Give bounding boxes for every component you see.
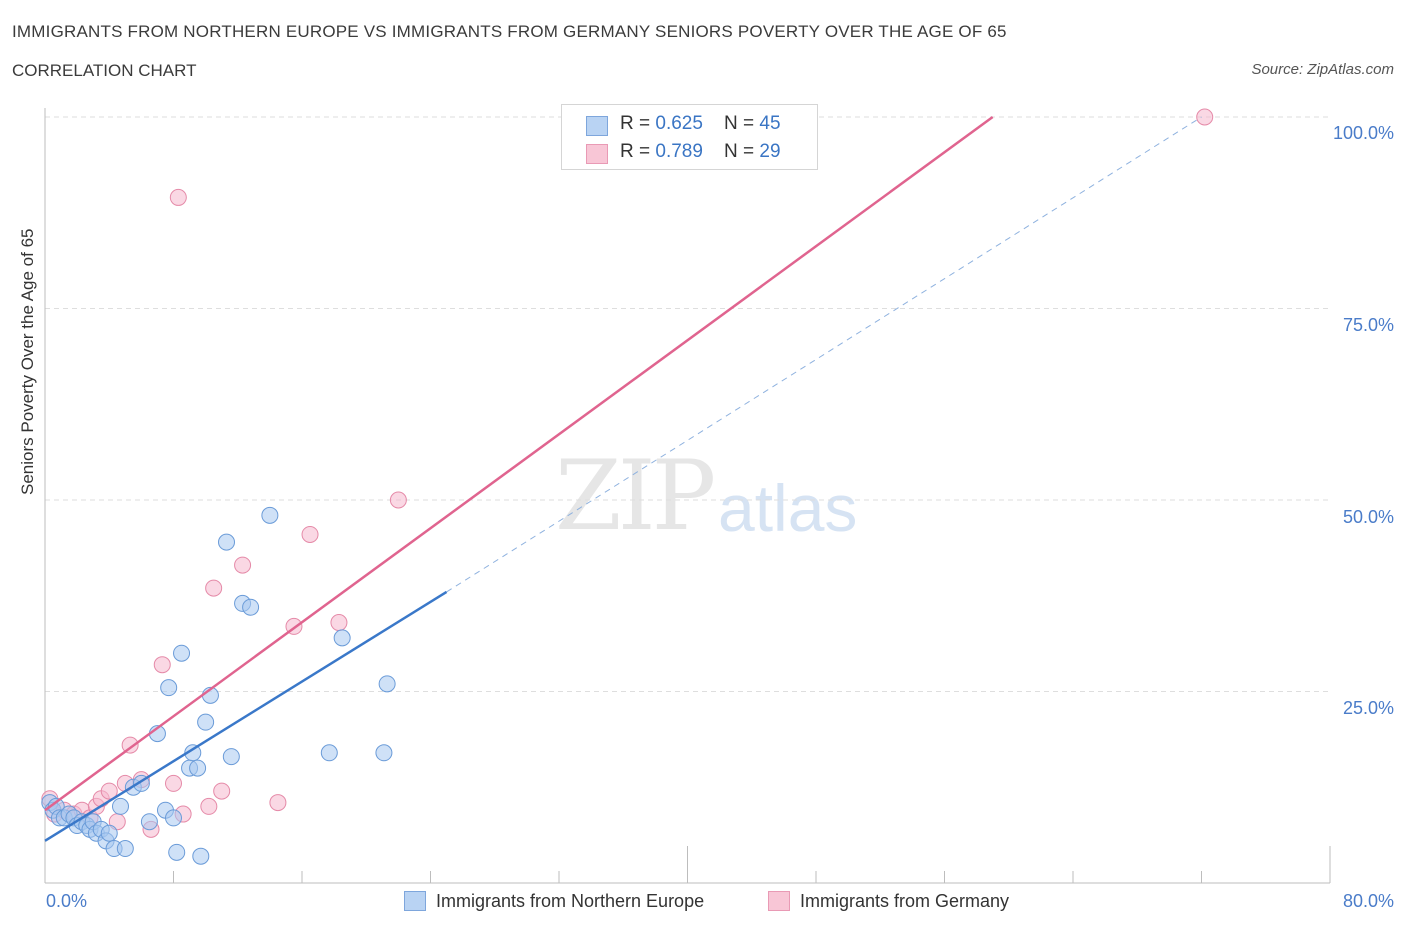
data-point-germany	[100, 782, 118, 800]
data-point-northern-europe	[140, 813, 158, 831]
legend-swatch-blue	[586, 116, 608, 136]
data-point-northern-europe	[333, 629, 351, 647]
data-point-germany	[213, 782, 231, 800]
data-point-northern-europe	[378, 675, 396, 693]
data-point-northern-europe	[111, 797, 129, 815]
data-point-germany	[200, 797, 218, 815]
chart-subtitle: CORRELATION CHART	[12, 61, 197, 80]
stats-legend: R = 0.625 N = 45 R = 0.789 N = 29	[561, 104, 818, 170]
legend-label: Immigrants from Germany	[800, 891, 1010, 911]
source-label: Source: ZipAtlas.com	[1251, 61, 1394, 78]
legend-swatch-blue	[404, 891, 426, 911]
x-tick-0: 0.0%	[46, 891, 88, 911]
data-point-northern-europe	[100, 824, 118, 842]
y-tick-75: 75.0%	[1342, 315, 1394, 335]
data-point-germany	[330, 614, 348, 632]
y-tick-100: 100.0%	[1332, 123, 1394, 143]
legend-r-value: 0.625	[655, 113, 703, 134]
watermark-zip: ZIP	[555, 440, 716, 552]
data-point-northern-europe	[242, 598, 260, 616]
trend-line-northern-europe-extension	[446, 116, 1202, 593]
x-tick-80: 80.0%	[1342, 891, 1394, 911]
legend-n-value: 29	[759, 141, 781, 162]
data-point-germany	[165, 774, 182, 792]
data-point-northern-europe	[375, 744, 393, 762]
y-tick-25: 25.0%	[1342, 698, 1394, 718]
data-point-germany	[269, 794, 287, 812]
legend-swatch-pink	[768, 891, 790, 911]
data-point-northern-europe	[173, 644, 191, 662]
legend-text: R = 0.789 N = 29	[620, 141, 781, 162]
data-point-northern-europe	[261, 506, 279, 524]
y-tick-50: 50.0%	[1342, 507, 1394, 527]
legend-n-value: 45	[759, 113, 781, 134]
legend-r-value: 0.789	[655, 141, 703, 162]
data-point-germany	[234, 556, 252, 574]
data-point-northern-europe	[222, 748, 240, 766]
legend-text: R = 0.625 N = 45	[620, 113, 781, 134]
data-point-northern-europe	[192, 847, 210, 865]
data-point-germany	[169, 188, 187, 206]
data-point-northern-europe	[165, 809, 182, 827]
data-point-germany	[301, 525, 319, 543]
legend-label: Immigrants from Northern Europe	[436, 891, 705, 911]
data-point-northern-europe	[116, 840, 134, 858]
data-point-northern-europe	[160, 679, 178, 697]
data-point-germany	[389, 491, 407, 509]
legend-swatch-pink	[586, 144, 608, 164]
y-axis-label: Seniors Poverty Over the Age of 65	[18, 228, 37, 495]
data-point-germany	[1196, 108, 1214, 126]
watermark-atlas: atlas	[718, 471, 858, 545]
data-point-germany	[205, 579, 223, 597]
data-point-germany	[153, 656, 171, 674]
data-point-northern-europe	[197, 713, 215, 731]
data-point-northern-europe	[320, 744, 338, 762]
trend-line-germany	[44, 115, 994, 812]
data-point-germany	[121, 736, 139, 754]
data-point-northern-europe	[218, 533, 236, 551]
data-point-northern-europe	[189, 759, 207, 777]
data-point-northern-europe	[168, 843, 186, 861]
chart-title: IMMIGRANTS FROM NORTHERN EUROPE VS IMMIG…	[12, 22, 1007, 41]
trend-line-northern-europe	[44, 590, 448, 842]
